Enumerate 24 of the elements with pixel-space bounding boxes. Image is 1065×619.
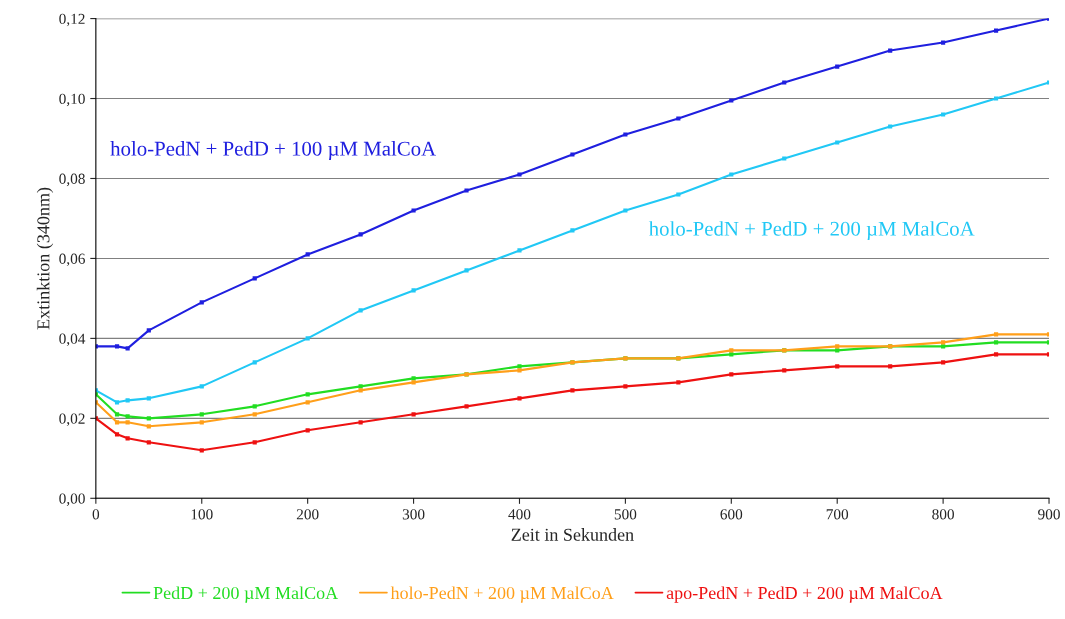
y-axis-title: Extinktion (340nm) — [36, 187, 54, 330]
y-tick-label: 0,04 — [59, 333, 86, 347]
x-tick-label: 400 — [508, 509, 531, 520]
x-tick-label: 600 — [720, 509, 743, 520]
y-tick-label: 0,08 — [59, 173, 85, 187]
y-tick-label: 0,10 — [59, 93, 85, 107]
x-tick-label: 800 — [932, 509, 954, 520]
legend-label: apo-PedN + PedD + 200 µM MalCoA — [666, 586, 943, 603]
x-tick-label: 700 — [826, 509, 849, 520]
y-tick-label: 0,06 — [59, 253, 85, 267]
x-tick-label: 900 — [1038, 509, 1060, 520]
y-tick-label: 0,00 — [59, 493, 85, 506]
legend-label: holo-PedN + 200 µM MalCoA — [390, 586, 614, 603]
x-tick-label: 100 — [191, 509, 213, 520]
x-axis-title: Zeit in Sekunden — [511, 528, 634, 541]
y-tick-label: 0,12 — [59, 13, 85, 27]
annotation: holo-PedN + PedD + 200 µM MalCoA — [648, 221, 975, 241]
x-tick-label: 0 — [92, 509, 100, 520]
x-tick-label: 200 — [296, 509, 319, 520]
x-tick-label: 500 — [614, 509, 637, 520]
x-tick-label: 300 — [402, 509, 425, 520]
annotation: holo-PedN + PedD + 100 µM MalCoA — [110, 141, 436, 160]
legend-label: PedD + 200 µM MalCoA — [153, 586, 339, 603]
y-tick-label: 0,02 — [59, 413, 85, 426]
